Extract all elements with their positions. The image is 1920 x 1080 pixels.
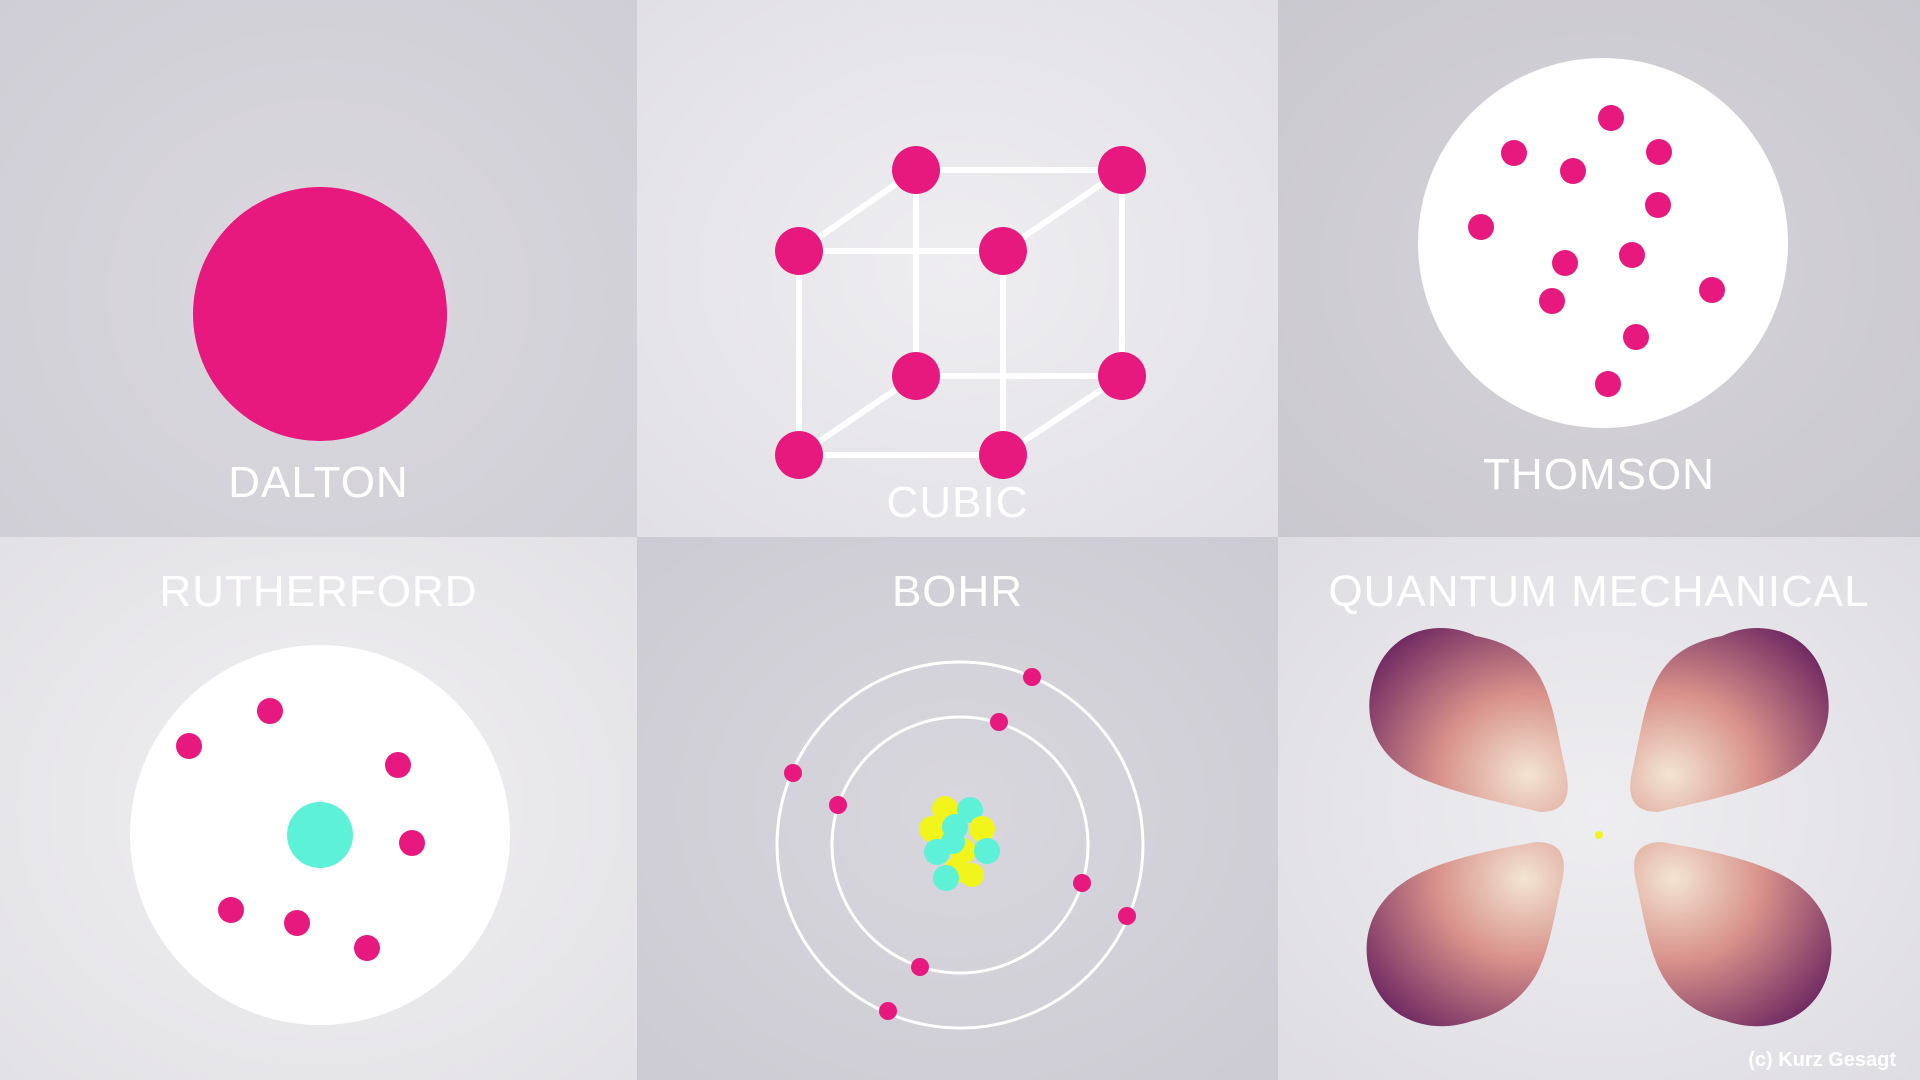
proton xyxy=(919,816,945,842)
electron xyxy=(1598,105,1624,131)
electron xyxy=(1595,371,1621,397)
electron xyxy=(1623,324,1649,350)
copyright-credit: (c) Kurz Gesagt xyxy=(1748,1049,1896,1071)
electron xyxy=(990,713,1008,731)
dalton-sphere xyxy=(193,187,447,441)
bohr-figure xyxy=(775,660,1145,1030)
outer-orbit xyxy=(775,660,1145,1030)
neutron xyxy=(974,838,1000,864)
electron xyxy=(1073,874,1091,892)
electron xyxy=(1699,277,1725,303)
proton xyxy=(969,816,995,842)
cube-atom xyxy=(979,227,1027,275)
electron xyxy=(1646,139,1672,165)
rutherford-figure xyxy=(130,645,510,1025)
electron xyxy=(1619,242,1645,268)
electron xyxy=(829,796,847,814)
dalton-label: DALTON xyxy=(228,458,409,507)
cube-atom xyxy=(892,352,940,400)
electron xyxy=(1645,192,1671,218)
orbital-lobe-top-right xyxy=(1630,627,1829,812)
electron xyxy=(1539,288,1565,314)
cubic-panel: CUBIC xyxy=(637,0,1278,537)
electron xyxy=(1552,250,1578,276)
cube-atom xyxy=(775,227,823,275)
dalton-panel: DALTON xyxy=(0,0,637,537)
bohr-electrons xyxy=(784,668,1136,1020)
cube-atom xyxy=(1098,146,1146,194)
bohr-panel: BOHR xyxy=(637,537,1278,1080)
quantum-nucleus xyxy=(1595,831,1603,839)
electron xyxy=(879,1002,897,1020)
rutherford-label: RUTHERFORD xyxy=(159,567,478,616)
neutron xyxy=(957,797,983,823)
electron xyxy=(385,752,411,778)
quantum-figure xyxy=(1366,627,1832,1027)
cube-atoms xyxy=(775,146,1146,479)
neutron xyxy=(941,830,965,854)
neutron xyxy=(933,865,959,891)
electron xyxy=(399,830,425,856)
cube-edges xyxy=(796,167,1125,458)
thomson-electrons xyxy=(1468,105,1725,397)
orbital-lobe-top-left xyxy=(1369,627,1568,812)
proton xyxy=(960,863,984,887)
thomson-panel: THOMSON xyxy=(1278,0,1920,537)
rutherford-electrons xyxy=(176,698,425,961)
quantum-label: QUANTUM MECHANICAL xyxy=(1328,567,1870,616)
cube-atom xyxy=(892,146,940,194)
electron xyxy=(218,897,244,923)
bohr-nucleus xyxy=(919,796,1000,891)
electron xyxy=(1560,158,1586,184)
electron xyxy=(911,958,929,976)
quantum-panel: QUANTUM MECHANICAL xyxy=(1278,537,1920,1080)
electron xyxy=(1501,140,1527,166)
cubic-figure xyxy=(775,146,1146,479)
electron xyxy=(784,764,802,782)
cube-atom xyxy=(979,431,1027,479)
thomson-figure xyxy=(1418,58,1788,428)
orbital-lobe-bottom-left xyxy=(1366,842,1564,1027)
electron xyxy=(176,733,202,759)
cubic-label: CUBIC xyxy=(886,478,1029,527)
inner-orbit xyxy=(830,715,1090,975)
cube-atom xyxy=(775,431,823,479)
thomson-label: THOMSON xyxy=(1483,450,1715,499)
electron xyxy=(1118,907,1136,925)
electron xyxy=(257,698,283,724)
electron xyxy=(354,935,380,961)
rutherford-nucleus xyxy=(287,802,353,868)
electron xyxy=(1468,214,1494,240)
orbital-lobe-bottom-right xyxy=(1634,842,1832,1027)
electron xyxy=(1023,668,1041,686)
dalton-figure xyxy=(193,187,447,441)
bohr-label: BOHR xyxy=(891,567,1024,616)
rutherford-panel: RUTHERFORD xyxy=(0,537,637,1080)
electron xyxy=(284,910,310,936)
cube-atom xyxy=(1098,352,1146,400)
